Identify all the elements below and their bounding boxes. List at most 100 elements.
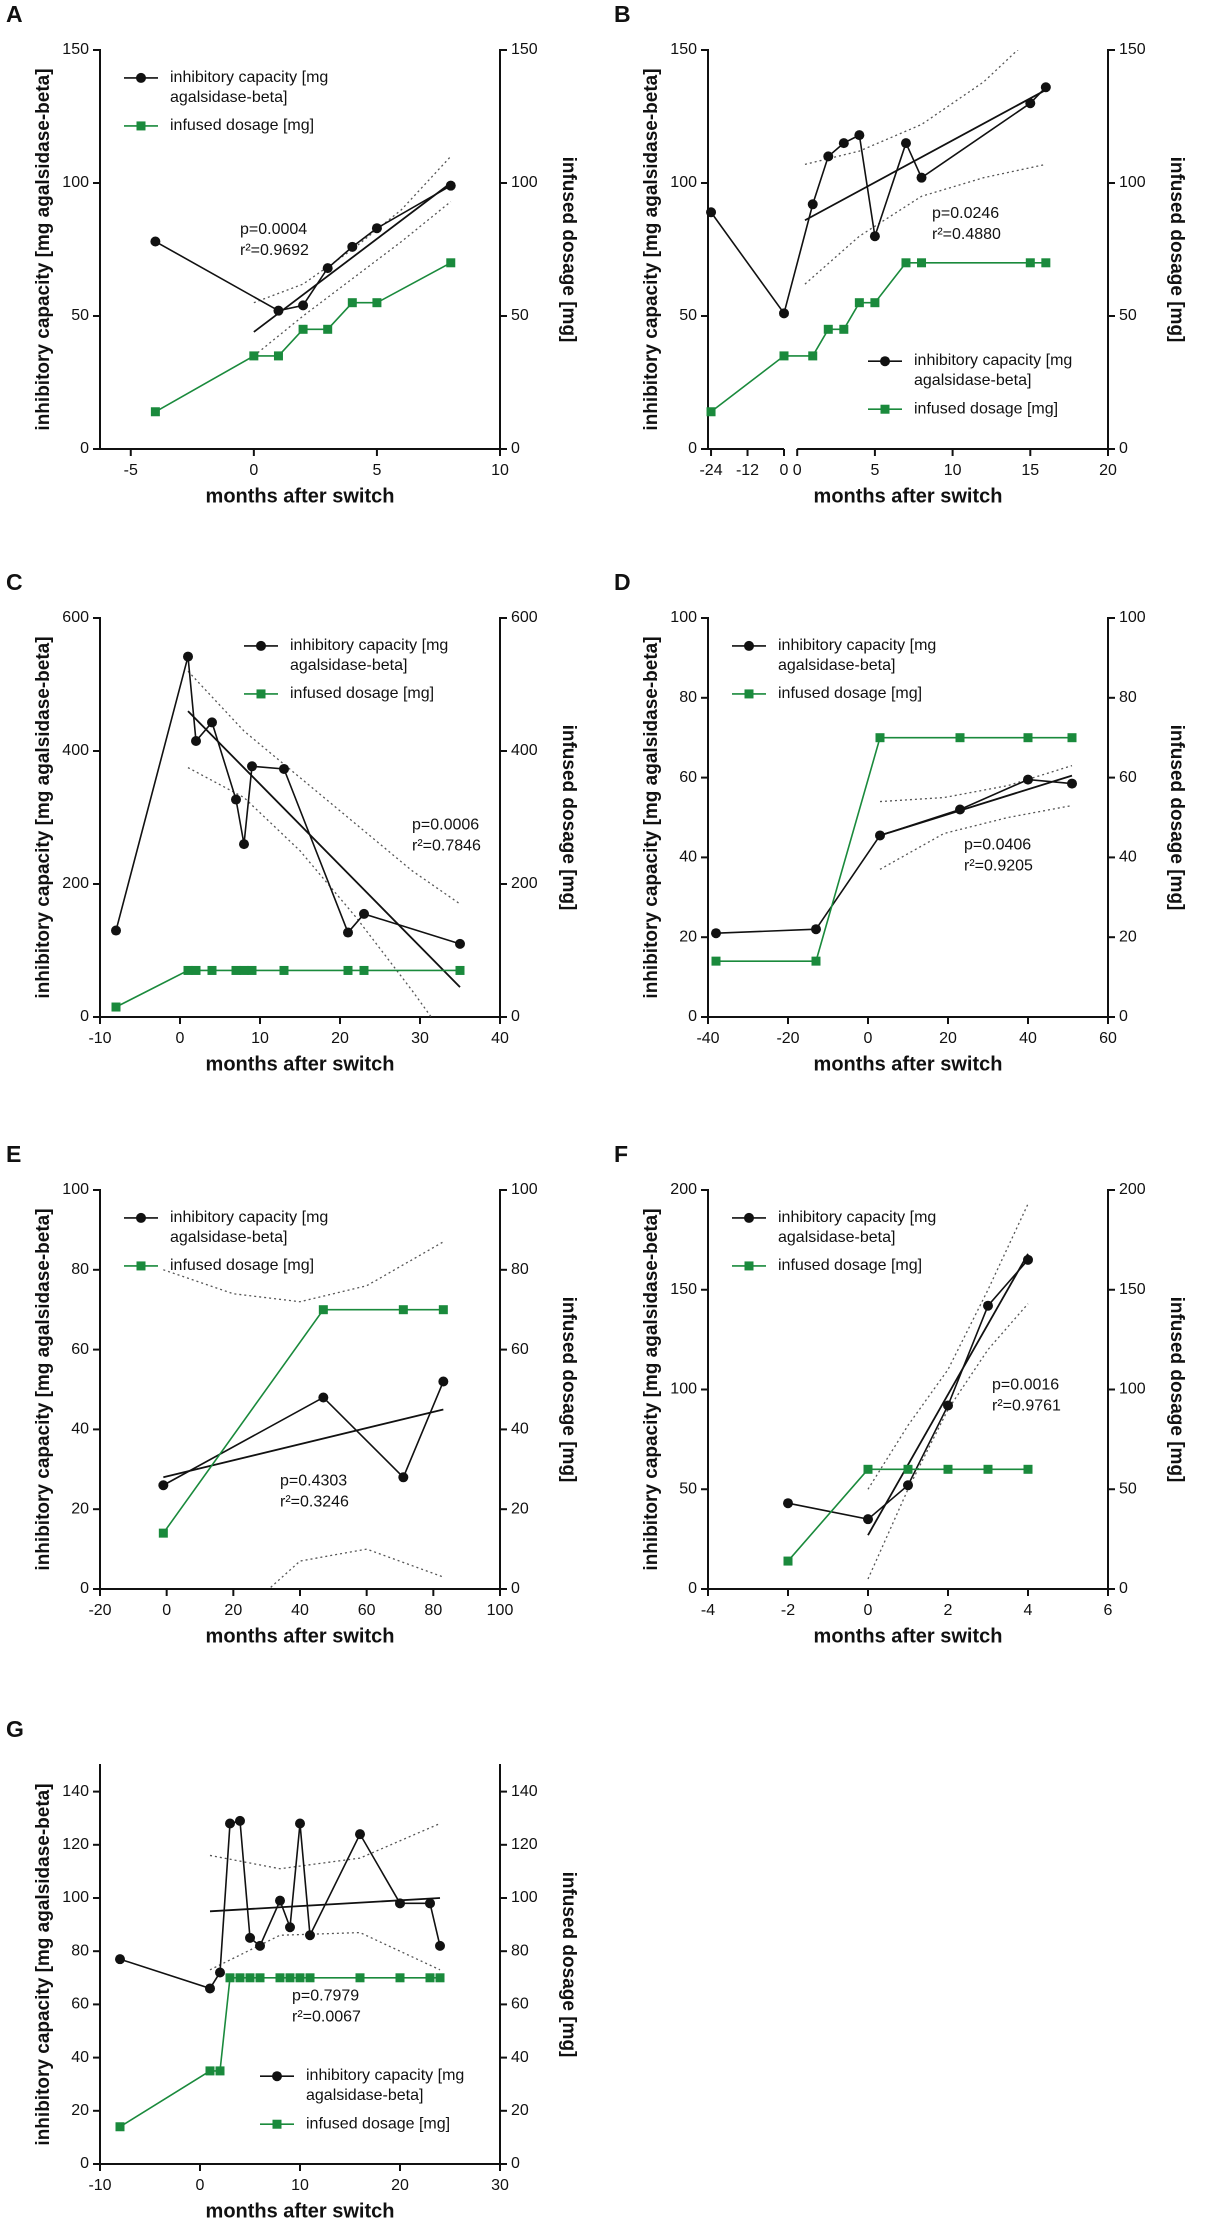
legend-marker bbox=[136, 121, 146, 131]
regression-line bbox=[804, 89, 1047, 222]
y2-tick-label: 0 bbox=[1119, 1008, 1128, 1025]
x-tick-label: 0 bbox=[249, 462, 258, 479]
panel-label: E bbox=[6, 1141, 21, 1167]
marker bbox=[347, 298, 357, 308]
series-line bbox=[154, 262, 452, 413]
marker bbox=[318, 1305, 328, 1315]
marker bbox=[854, 298, 864, 308]
x-tick-label: -24 bbox=[699, 462, 722, 479]
x-tick-label: 6 bbox=[1104, 1602, 1113, 1619]
annotation: r²=0.4880 bbox=[932, 226, 1001, 243]
panel: F-4 -2 0 2 4 6050100150200050100150200months … bbox=[614, 1141, 1187, 1647]
marker bbox=[808, 351, 818, 361]
confidence-band bbox=[867, 1303, 1029, 1580]
panel-label: C bbox=[6, 569, 23, 595]
x-tick-label: 5 bbox=[372, 462, 381, 479]
marker bbox=[863, 1464, 873, 1474]
marker bbox=[247, 965, 257, 975]
y2-tick-label: 80 bbox=[511, 1942, 529, 1959]
y2-tick-label: 150 bbox=[1119, 41, 1146, 58]
y-tick-label: 50 bbox=[679, 307, 697, 324]
x-tick-label: -5 bbox=[124, 462, 138, 479]
x-tick-label: 2 bbox=[944, 1602, 953, 1619]
panel: D-40 -20 0 20 40 60020406080100020406080100mo… bbox=[614, 569, 1187, 1075]
marker bbox=[245, 1973, 255, 1983]
y-tick-label: 0 bbox=[80, 1580, 89, 1597]
marker bbox=[1025, 258, 1035, 268]
confidence-band bbox=[253, 201, 452, 357]
annotation: r²=0.9205 bbox=[964, 858, 1033, 875]
marker bbox=[854, 130, 865, 141]
x-tick-label: 0 bbox=[780, 462, 789, 479]
marker bbox=[347, 241, 358, 252]
marker bbox=[285, 1922, 295, 1933]
confidence-band bbox=[867, 1203, 1029, 1490]
marker bbox=[298, 324, 308, 334]
marker bbox=[371, 223, 382, 234]
marker bbox=[279, 965, 289, 975]
y2-tick-label: 0 bbox=[511, 1008, 520, 1025]
marker bbox=[205, 2066, 215, 2076]
y-axis-label: inhibitory capacity [mg agalsidase-beta] bbox=[641, 636, 662, 998]
marker bbox=[917, 258, 927, 268]
marker bbox=[901, 258, 911, 268]
y-tick-label: 0 bbox=[688, 440, 697, 457]
y2-axis-label: infused dosage [mg] bbox=[558, 1297, 579, 1483]
confidence-band bbox=[187, 767, 433, 1017]
legend-label: infused dosage [mg] bbox=[290, 685, 434, 702]
legend-marker bbox=[880, 356, 890, 367]
marker bbox=[359, 965, 369, 975]
marker bbox=[249, 351, 259, 361]
y-tick-label: 20 bbox=[71, 2102, 89, 2119]
marker bbox=[823, 151, 834, 162]
marker bbox=[900, 138, 911, 149]
marker bbox=[235, 1973, 245, 1983]
y2-tick-label: 60 bbox=[511, 1996, 529, 2013]
marker bbox=[305, 1973, 315, 1983]
x-tick-label: 60 bbox=[1099, 1030, 1117, 1047]
legend-marker bbox=[256, 640, 266, 651]
marker bbox=[215, 2066, 225, 2076]
y2-axis-label: infused dosage [mg] bbox=[1166, 725, 1187, 911]
y-axis-label: inhibitory capacity [mg agalsidase-beta] bbox=[33, 68, 54, 430]
legend-label: infused dosage [mg] bbox=[778, 685, 922, 702]
marker bbox=[111, 925, 121, 936]
x-tick-label: 20 bbox=[391, 2177, 409, 2194]
x-tick-label: 0 bbox=[162, 1602, 171, 1619]
marker bbox=[711, 956, 721, 966]
marker bbox=[239, 965, 249, 975]
y2-tick-label: 100 bbox=[1119, 174, 1146, 191]
x-tick-label: -4 bbox=[701, 1602, 715, 1619]
marker bbox=[235, 1815, 245, 1826]
y2-tick-label: 50 bbox=[1119, 307, 1137, 324]
x-axis-label: months after switch bbox=[206, 1053, 395, 1075]
marker bbox=[783, 1498, 793, 1509]
x-tick-label: 0 bbox=[176, 1030, 185, 1047]
legend-marker bbox=[744, 689, 754, 699]
x-axis-label: months after switch bbox=[814, 1625, 1003, 1647]
y-tick-label: 60 bbox=[71, 1996, 89, 2013]
annotation: r²=0.9692 bbox=[240, 242, 309, 259]
y2-tick-label: 80 bbox=[1119, 689, 1137, 706]
marker bbox=[870, 298, 880, 308]
annotation: p=0.4303 bbox=[280, 1472, 347, 1489]
marker bbox=[943, 1400, 953, 1411]
y-tick-label: 0 bbox=[688, 1580, 697, 1597]
legend-label: infused dosage [mg] bbox=[170, 117, 314, 134]
marker bbox=[445, 180, 456, 191]
y-tick-label: 40 bbox=[679, 849, 697, 866]
x-tick-label: -2 bbox=[781, 1602, 795, 1619]
marker bbox=[706, 407, 716, 417]
marker bbox=[1040, 82, 1051, 93]
series-line bbox=[162, 1308, 444, 1534]
marker bbox=[318, 1392, 329, 1403]
marker bbox=[255, 1940, 265, 1951]
panel-label: F bbox=[614, 1141, 628, 1167]
marker bbox=[903, 1464, 913, 1474]
marker bbox=[247, 761, 257, 772]
y2-tick-label: 120 bbox=[511, 1836, 538, 1853]
y-tick-label: 40 bbox=[71, 2049, 89, 2066]
y2-tick-label: 100 bbox=[1119, 609, 1146, 626]
annotation: r²=0.7846 bbox=[412, 838, 481, 855]
marker bbox=[1023, 1464, 1033, 1474]
